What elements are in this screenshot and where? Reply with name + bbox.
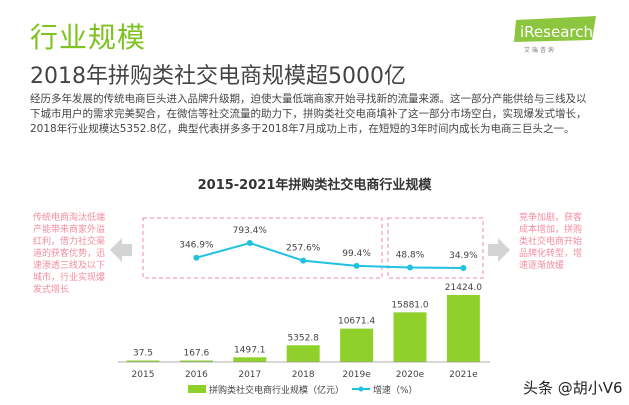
- legend-line-marker: [358, 386, 364, 392]
- legend-bar-swatch: [188, 385, 206, 393]
- growth-line: [196, 241, 464, 269]
- highlight-box-forecast: [387, 217, 484, 279]
- bar-2019e: [340, 328, 374, 362]
- bar-label: 10671.4: [338, 317, 375, 327]
- bar-2018: [286, 345, 320, 362]
- x-tick-label: 2018: [292, 370, 315, 380]
- watermark: 头条 @胡小V6: [523, 379, 623, 397]
- bar-label: 167.6: [184, 349, 210, 359]
- x-tick-label: 2020e: [396, 370, 425, 380]
- bar-label: 5352.8: [287, 333, 319, 343]
- page-subtitle: 2018年拼购类社交电商规模超5000亿: [30, 64, 406, 89]
- logo-subtext: 艾 瑞 咨 询: [524, 46, 554, 54]
- x-tick-label: 2016: [185, 370, 208, 380]
- growth-label: 99.4%: [342, 249, 371, 259]
- bar-2020e: [393, 312, 427, 362]
- arrow-right-icon: [488, 238, 510, 262]
- growth-label: 346.9%: [179, 241, 214, 251]
- note-right: 竞争加剧，获客成本增加，拼购类社交电商开始品牌化转型，增速逐渐放缓: [519, 213, 583, 271]
- legend-line-label: 增速（%）: [373, 384, 418, 396]
- bar-2017: [233, 357, 267, 362]
- iresearch-logo: iResearch 艾 瑞 咨 询: [514, 16, 596, 54]
- growth-label: 34.9%: [449, 251, 478, 261]
- growth-point: [246, 240, 253, 246]
- growth-point: [460, 265, 467, 271]
- bar-label: 15881.0: [391, 300, 428, 310]
- bar-2015: [126, 360, 160, 362]
- growth-label: 48.8%: [396, 251, 425, 261]
- bar-2016: [179, 360, 213, 362]
- page-title: 行业规模: [30, 21, 147, 54]
- growth-point: [407, 264, 413, 271]
- description-line: 下城市用户的需求完美契合，在微信等社交流量的助力下，拼购类社交电商填补了这一部分…: [30, 108, 587, 120]
- bar-label: 21424.0: [445, 283, 482, 293]
- chart-title: 2015-2021年拼购类社交电商行业规模: [197, 178, 432, 193]
- highlight-box-history: [142, 217, 383, 279]
- x-tick-label: 2015: [132, 370, 155, 380]
- logo-text: iResearch: [520, 23, 593, 41]
- arrow-left-icon: [110, 238, 132, 262]
- x-tick-label: 2019e: [342, 370, 371, 380]
- x-tick-label: 2017: [238, 370, 261, 380]
- bar-2021e: [446, 295, 480, 362]
- description-line: 经历多年发展的传统电商巨头进入品牌升级期，迫使大量低端商家开始寻找新的流量来源。…: [30, 93, 587, 105]
- note-left: 传统电商淘汰低端产能带来商家外溢红利，借力社交渠道的获客优势，迅速渗透三线及以下…: [33, 213, 106, 295]
- x-tick-label: 2021e: [449, 370, 478, 380]
- growth-label: 257.6%: [286, 244, 321, 254]
- growth-point: [353, 262, 360, 269]
- bar-label: 37.5: [133, 349, 153, 359]
- description-line: 2018年行业规模达5352.8亿，典型代表拼多多于2018年7月成功上市，在短…: [30, 123, 575, 135]
- growth-point: [300, 257, 307, 264]
- growth-label: 793.4%: [233, 226, 268, 236]
- growth-point: [193, 254, 200, 261]
- description: 经历多年发展的传统电商巨头进入品牌升级期，迫使大量低端商家开始寻找新的流量来源。…: [30, 92, 620, 137]
- bar-label: 1497.1: [234, 345, 266, 355]
- legend-bar-label: 拼购类社交电商行业规模（亿元）: [209, 384, 344, 396]
